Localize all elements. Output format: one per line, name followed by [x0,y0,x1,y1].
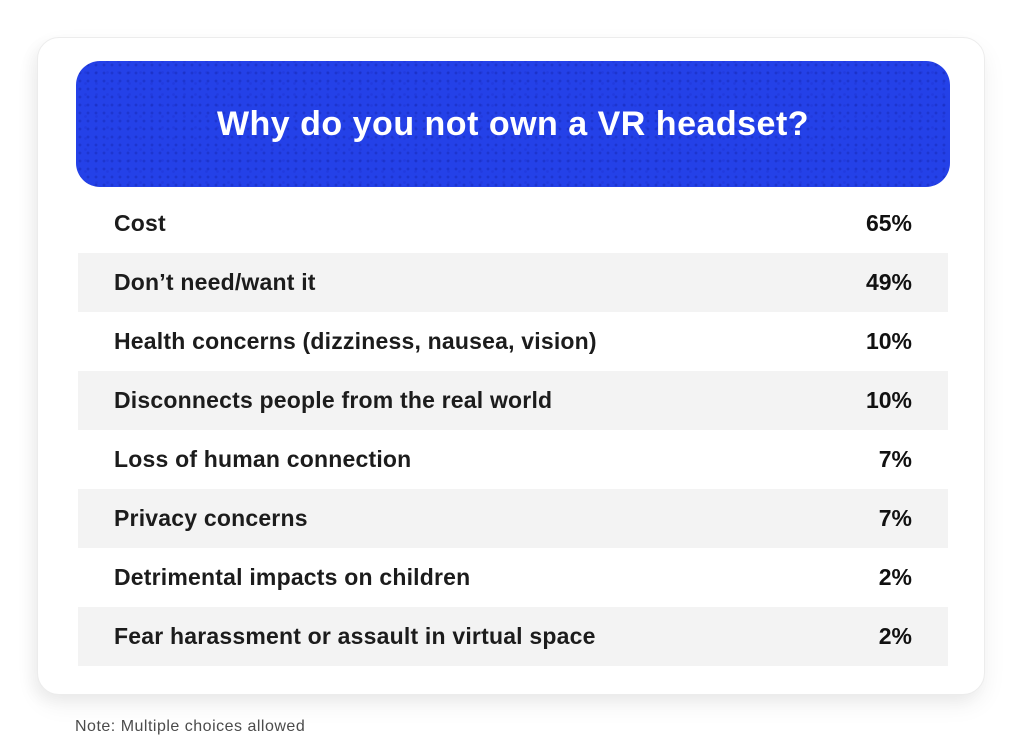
percentage-value: 10% [865,387,912,413]
reason-label: Loss of human connection [114,446,412,472]
percentage-value: 49% [865,269,912,295]
reason-label: Fear harassment or assault in virtual sp… [114,623,596,649]
reason-label: Detrimental impacts on children [114,564,471,590]
table-row: Privacy concerns 7% [78,489,948,548]
percentage-value: 10% [865,328,912,354]
reason-label: Disconnects people from the real world [114,387,553,413]
percentage-value: 7% [878,505,912,531]
reason-label: Privacy concerns [114,505,308,531]
footnote: Note: Multiple choices allowed [75,718,306,735]
table-row: Health concerns (dizziness, nausea, visi… [78,312,948,371]
table-row: Don’t need/want it 49% [78,253,948,312]
results-table: Cost 65% Don’t need/want it 49% Health conce… [78,194,948,666]
reason-label: Don’t need/want it [114,269,316,295]
reason-label: Health concerns (dizziness, nausea, visi… [114,328,597,354]
percentage-value: 65% [865,210,912,236]
table-row: Disconnects people from the real world 10… [78,371,948,430]
percentage-value: 7% [878,446,912,472]
table-row: Loss of human connection 7% [78,430,948,489]
percentage-value: 2% [878,623,912,649]
table-row: Cost 65% [78,194,948,253]
table-row: Fear harassment or assault in virtual sp… [78,607,948,666]
chart-title: Why do you not own a VR headset? [216,104,810,143]
reason-label: Cost [114,210,166,236]
chart-title-banner: Why do you not own a VR headset? [76,61,950,187]
table-row: Detrimental impacts on children 2% [78,548,948,607]
survey-card: Why do you not own a VR headset? Cost 65%… [37,37,985,695]
percentage-value: 2% [878,564,912,590]
